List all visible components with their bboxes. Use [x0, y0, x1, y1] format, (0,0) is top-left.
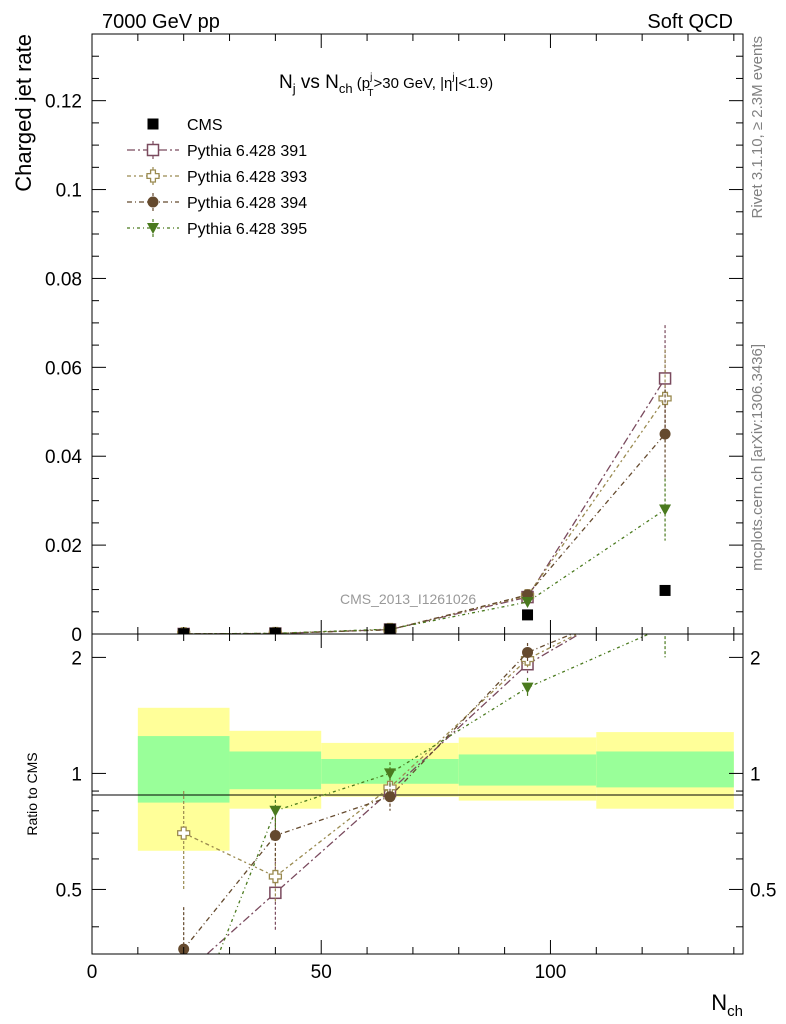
y-axis-label-bottom: Ratio to CMS [24, 752, 40, 835]
y-tick-label-top: 0 [71, 625, 82, 646]
x-tick-label: 100 [535, 962, 567, 983]
title-cut-a-sup: j [369, 72, 372, 83]
cms-point [659, 584, 671, 596]
y-tick-label-top: 0.1 [56, 181, 82, 202]
y-tick-label-bottom-right: 1 [750, 764, 761, 785]
legend-label: Pythia 6.428 394 [187, 195, 307, 212]
x-axis-label: Nch [711, 990, 743, 1020]
series-line-0 [183, 378, 666, 634]
data-point [521, 597, 534, 608]
ratio-point [384, 791, 396, 803]
legend-label: Pythia 6.428 395 [187, 221, 307, 238]
band-inner-1 [229, 751, 322, 790]
header-left: 7000 GeV pp [102, 11, 220, 33]
y-tick-label-top: 0.06 [45, 358, 82, 379]
legend-item-3: Pythia 6.428 394 [127, 193, 307, 212]
ratio-bands [137, 707, 734, 851]
axis-ticks: 0 50 100 0 0.02 0.04 0.06 0.08 0.1 0.12 0.5 0.5 1 1 2 2 [45, 34, 776, 983]
legend-marker [147, 196, 159, 208]
data-point [659, 428, 671, 440]
y-tick-label-bottom: 1 [71, 764, 82, 785]
legend-item-0: CMS [147, 117, 223, 134]
bottom-frame [91, 633, 744, 955]
series-ratio-2 [178, 634, 574, 954]
legend-marker [146, 169, 160, 183]
legend-item-1: Pythia 6.428 391 [127, 141, 307, 160]
title-cut-a: (p [353, 75, 371, 92]
title-cut-b-sup: j [451, 72, 454, 83]
cms-point [522, 609, 534, 621]
title-main-a-sub: j [292, 81, 296, 96]
y-tick-label-top: 0.12 [45, 92, 82, 113]
band-inner-3 [458, 754, 597, 786]
ratio-line-1 [183, 634, 579, 878]
title-cut-b: >30 GeV, |η [374, 75, 453, 92]
legend-label: Pythia 6.428 391 [187, 143, 307, 160]
header-right: Soft QCD [647, 11, 733, 33]
legend-marker [146, 143, 160, 157]
legend-marker [147, 223, 159, 234]
analysis-label: CMS_2013_I1261026 [340, 591, 476, 607]
series-line-3 [183, 509, 666, 634]
x-axis-label-sub: ch [727, 1003, 743, 1020]
y-tick-label-bottom-right: 2 [750, 648, 761, 669]
legend-item-4: Pythia 6.428 395 [127, 219, 307, 238]
y-tick-label-top: 0.04 [45, 447, 82, 468]
series-top-3 [177, 478, 672, 634]
data-point [659, 504, 672, 516]
ratio-line-3 [218, 634, 651, 954]
legend-marker [147, 118, 159, 130]
plot-title: Nj vs Nch (pj T>30 GeV, |ηj|<1.9) [279, 72, 493, 99]
y-tick-label-bottom: 2 [71, 648, 82, 669]
ratio-point [268, 869, 283, 884]
ratio-point [522, 646, 534, 658]
ratio-series [177, 622, 671, 980]
svg-text:Nj vs Nch (pjT>30 GeV, |ηj|<1.: Nj vs Nch (pj T>30 GeV, |ηj|<1.9) [279, 72, 493, 99]
legend-label: Pythia 6.428 393 [187, 169, 307, 186]
title-cut-c: |<1.9) [455, 75, 494, 92]
legend: CMS Pythia 6.428 391 Pythia 6.428 393 Pythi… [127, 117, 307, 238]
y-tick-label-top: 0.08 [45, 269, 82, 290]
band-inner-4 [596, 751, 734, 788]
ratio-point [521, 682, 534, 694]
x-axis-label-main: N [711, 990, 727, 1015]
ratio-point [269, 805, 282, 817]
x-tick-label: 0 [87, 962, 98, 983]
data-point [658, 372, 672, 385]
mcplots-label: mcplots.cern.ch [arXiv:1306.3436] [749, 344, 766, 571]
legend-item-2: Pythia 6.428 393 [127, 167, 307, 186]
ratio-point [177, 826, 191, 840]
ratio-point [383, 768, 396, 780]
title-main-b: vs N [296, 72, 339, 93]
x-tick-label: 50 [311, 962, 332, 983]
title-cut-a-sub: T [367, 88, 373, 99]
y-tick-label-bottom-right: 0.5 [750, 880, 776, 901]
title-main-b-sub: ch [339, 81, 353, 96]
ratio-point [269, 830, 281, 842]
legend-label: CMS [187, 117, 223, 134]
ratio-point [178, 969, 189, 980]
series-ratio-3 [218, 622, 671, 954]
y-tick-label-bottom: 0.5 [56, 880, 82, 901]
rivet-label: Rivet 3.1.10, ≥ 2.3M events [749, 36, 766, 219]
ratio-point [659, 622, 671, 633]
title-main-a: N [279, 72, 293, 93]
y-tick-label-top: 0.02 [45, 536, 82, 557]
y-axis-label-top: Charged jet rate [11, 34, 36, 192]
data-point [658, 391, 672, 406]
ratio-point [269, 886, 282, 900]
cms-point [384, 623, 396, 634]
